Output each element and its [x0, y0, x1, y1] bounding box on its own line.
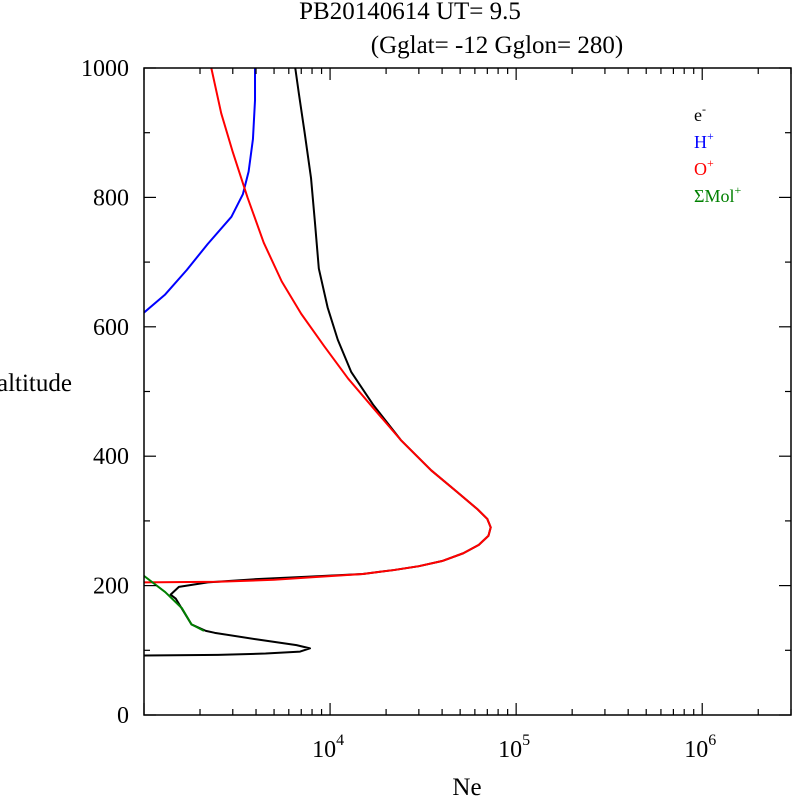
series-layer	[144, 68, 492, 657]
legend-entry: H+	[694, 129, 714, 152]
legend-entry: ΣMol+	[694, 183, 741, 206]
y-tick-label: 0	[117, 703, 129, 729]
series-line-mol	[144, 575, 205, 632]
x-axis-label: Ne	[452, 774, 481, 796]
chart-title: PB20140614 UT= 9.5	[299, 0, 521, 25]
y-tick-label: 600	[93, 315, 129, 341]
y-tick-label: 400	[93, 444, 129, 470]
series-line-h	[144, 68, 257, 314]
y-tick-label: 800	[93, 185, 129, 211]
x-axis: 104 105 106	[143, 68, 792, 763]
series-line-o	[144, 68, 492, 584]
y-axis: 0 200 400 600 800 1000	[81, 56, 791, 729]
legend-entry: O+	[694, 156, 714, 179]
x-tick-label: 104	[312, 732, 344, 763]
y-axis-label: altitude	[0, 370, 72, 397]
chart-subtitle: (Gglat= -12 Gglon= 280)	[371, 32, 623, 59]
y-tick-label: 1000	[81, 56, 129, 82]
series-line-e	[144, 68, 492, 657]
x-tick-label: 106	[684, 732, 716, 763]
x-tick-label: 105	[498, 732, 530, 763]
legend-entry: e-	[694, 102, 706, 125]
legend: e- H+ O+ ΣMol+	[694, 102, 741, 206]
y-tick-label: 200	[93, 574, 129, 600]
